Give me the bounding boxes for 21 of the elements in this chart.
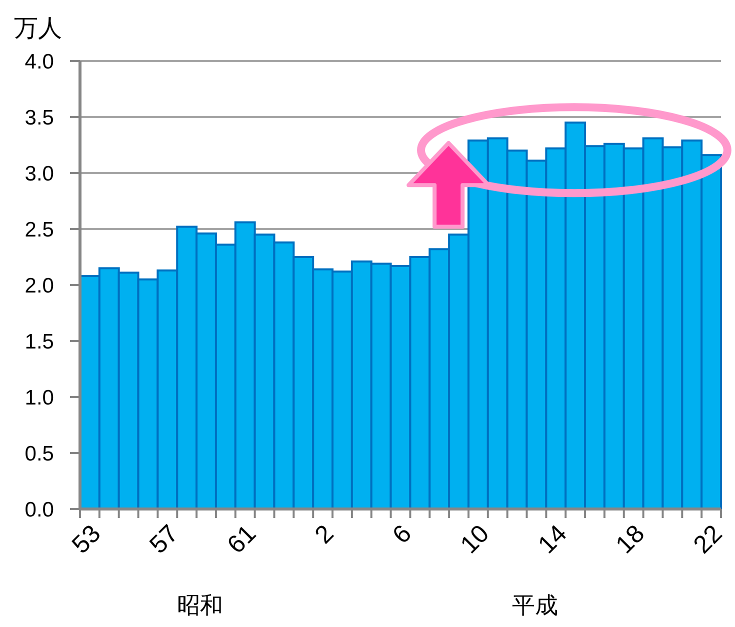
x-tick-label: 22 xyxy=(688,520,728,560)
y-tick-label: 2.5 xyxy=(24,218,54,242)
x-tick-label: 53 xyxy=(66,520,106,560)
x-tick-label: 18 xyxy=(610,520,650,560)
y-tick-label: 0.0 xyxy=(24,498,54,522)
y-tick-label: 1.0 xyxy=(24,386,54,410)
y-tick-label: 0.5 xyxy=(24,442,54,466)
y-axis-title: 万人 xyxy=(14,15,62,42)
y-tick-label: 3.0 xyxy=(24,162,54,186)
y-tick-label: 3.5 xyxy=(24,106,54,130)
x-tick-label: 2 xyxy=(310,520,340,550)
x-tick-label: 14 xyxy=(532,520,572,560)
x-tick-label: 57 xyxy=(144,520,184,560)
y-tick-label: 1.5 xyxy=(24,330,54,354)
x-tick-label: 10 xyxy=(455,520,495,560)
text: 昭和 xyxy=(176,592,223,618)
y-tick-label: 4.0 xyxy=(24,50,54,74)
y-tick-label: 2.0 xyxy=(24,274,54,298)
x-tick-label: 6 xyxy=(387,520,417,550)
x-tick-label: 61 xyxy=(222,520,262,560)
text: 平成 xyxy=(512,592,558,618)
